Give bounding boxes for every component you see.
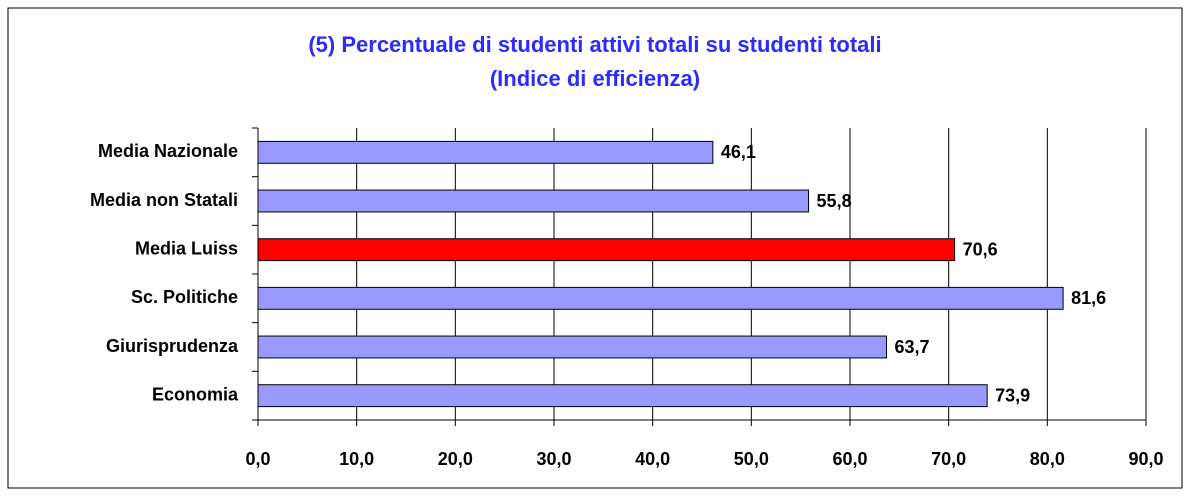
value-label: 46,1 bbox=[721, 142, 756, 162]
x-tick-label: 80,0 bbox=[1030, 449, 1065, 469]
x-tick-label: 10,0 bbox=[339, 449, 374, 469]
bar bbox=[257, 189, 810, 213]
value-label: 73,9 bbox=[995, 385, 1030, 405]
value-label: 63,7 bbox=[895, 337, 930, 357]
x-tick-label: 50,0 bbox=[734, 449, 769, 469]
y-tick-label: Media Nazionale bbox=[98, 141, 238, 161]
x-tick-label: 30,0 bbox=[536, 449, 571, 469]
bar bbox=[257, 140, 714, 164]
x-tick-label: 60,0 bbox=[832, 449, 867, 469]
x-tick-label: 20,0 bbox=[438, 449, 473, 469]
x-tick-label: 40,0 bbox=[635, 449, 670, 469]
y-tick-label: Sc. Politiche bbox=[131, 287, 238, 307]
value-label: 81,6 bbox=[1071, 288, 1106, 308]
y-tick-label: Giurisprudenza bbox=[106, 336, 239, 356]
y-tick-label: Media Luiss bbox=[135, 238, 238, 258]
value-label: 55,8 bbox=[817, 191, 852, 211]
x-tick-label: 70,0 bbox=[931, 449, 966, 469]
y-tick-label: Economia bbox=[152, 384, 239, 404]
chart-title: (5) Percentuale di studenti attivi total… bbox=[308, 32, 881, 57]
x-tick-label: 90,0 bbox=[1128, 449, 1163, 469]
bar bbox=[257, 384, 988, 408]
bar bbox=[257, 238, 956, 262]
bar bbox=[257, 286, 1064, 310]
chart-title: (Indice di efficienza) bbox=[490, 66, 700, 91]
value-label: 70,6 bbox=[963, 239, 998, 259]
bar bbox=[257, 335, 888, 359]
x-tick-label: 0,0 bbox=[245, 449, 270, 469]
y-tick-label: Media non Statali bbox=[90, 190, 238, 210]
